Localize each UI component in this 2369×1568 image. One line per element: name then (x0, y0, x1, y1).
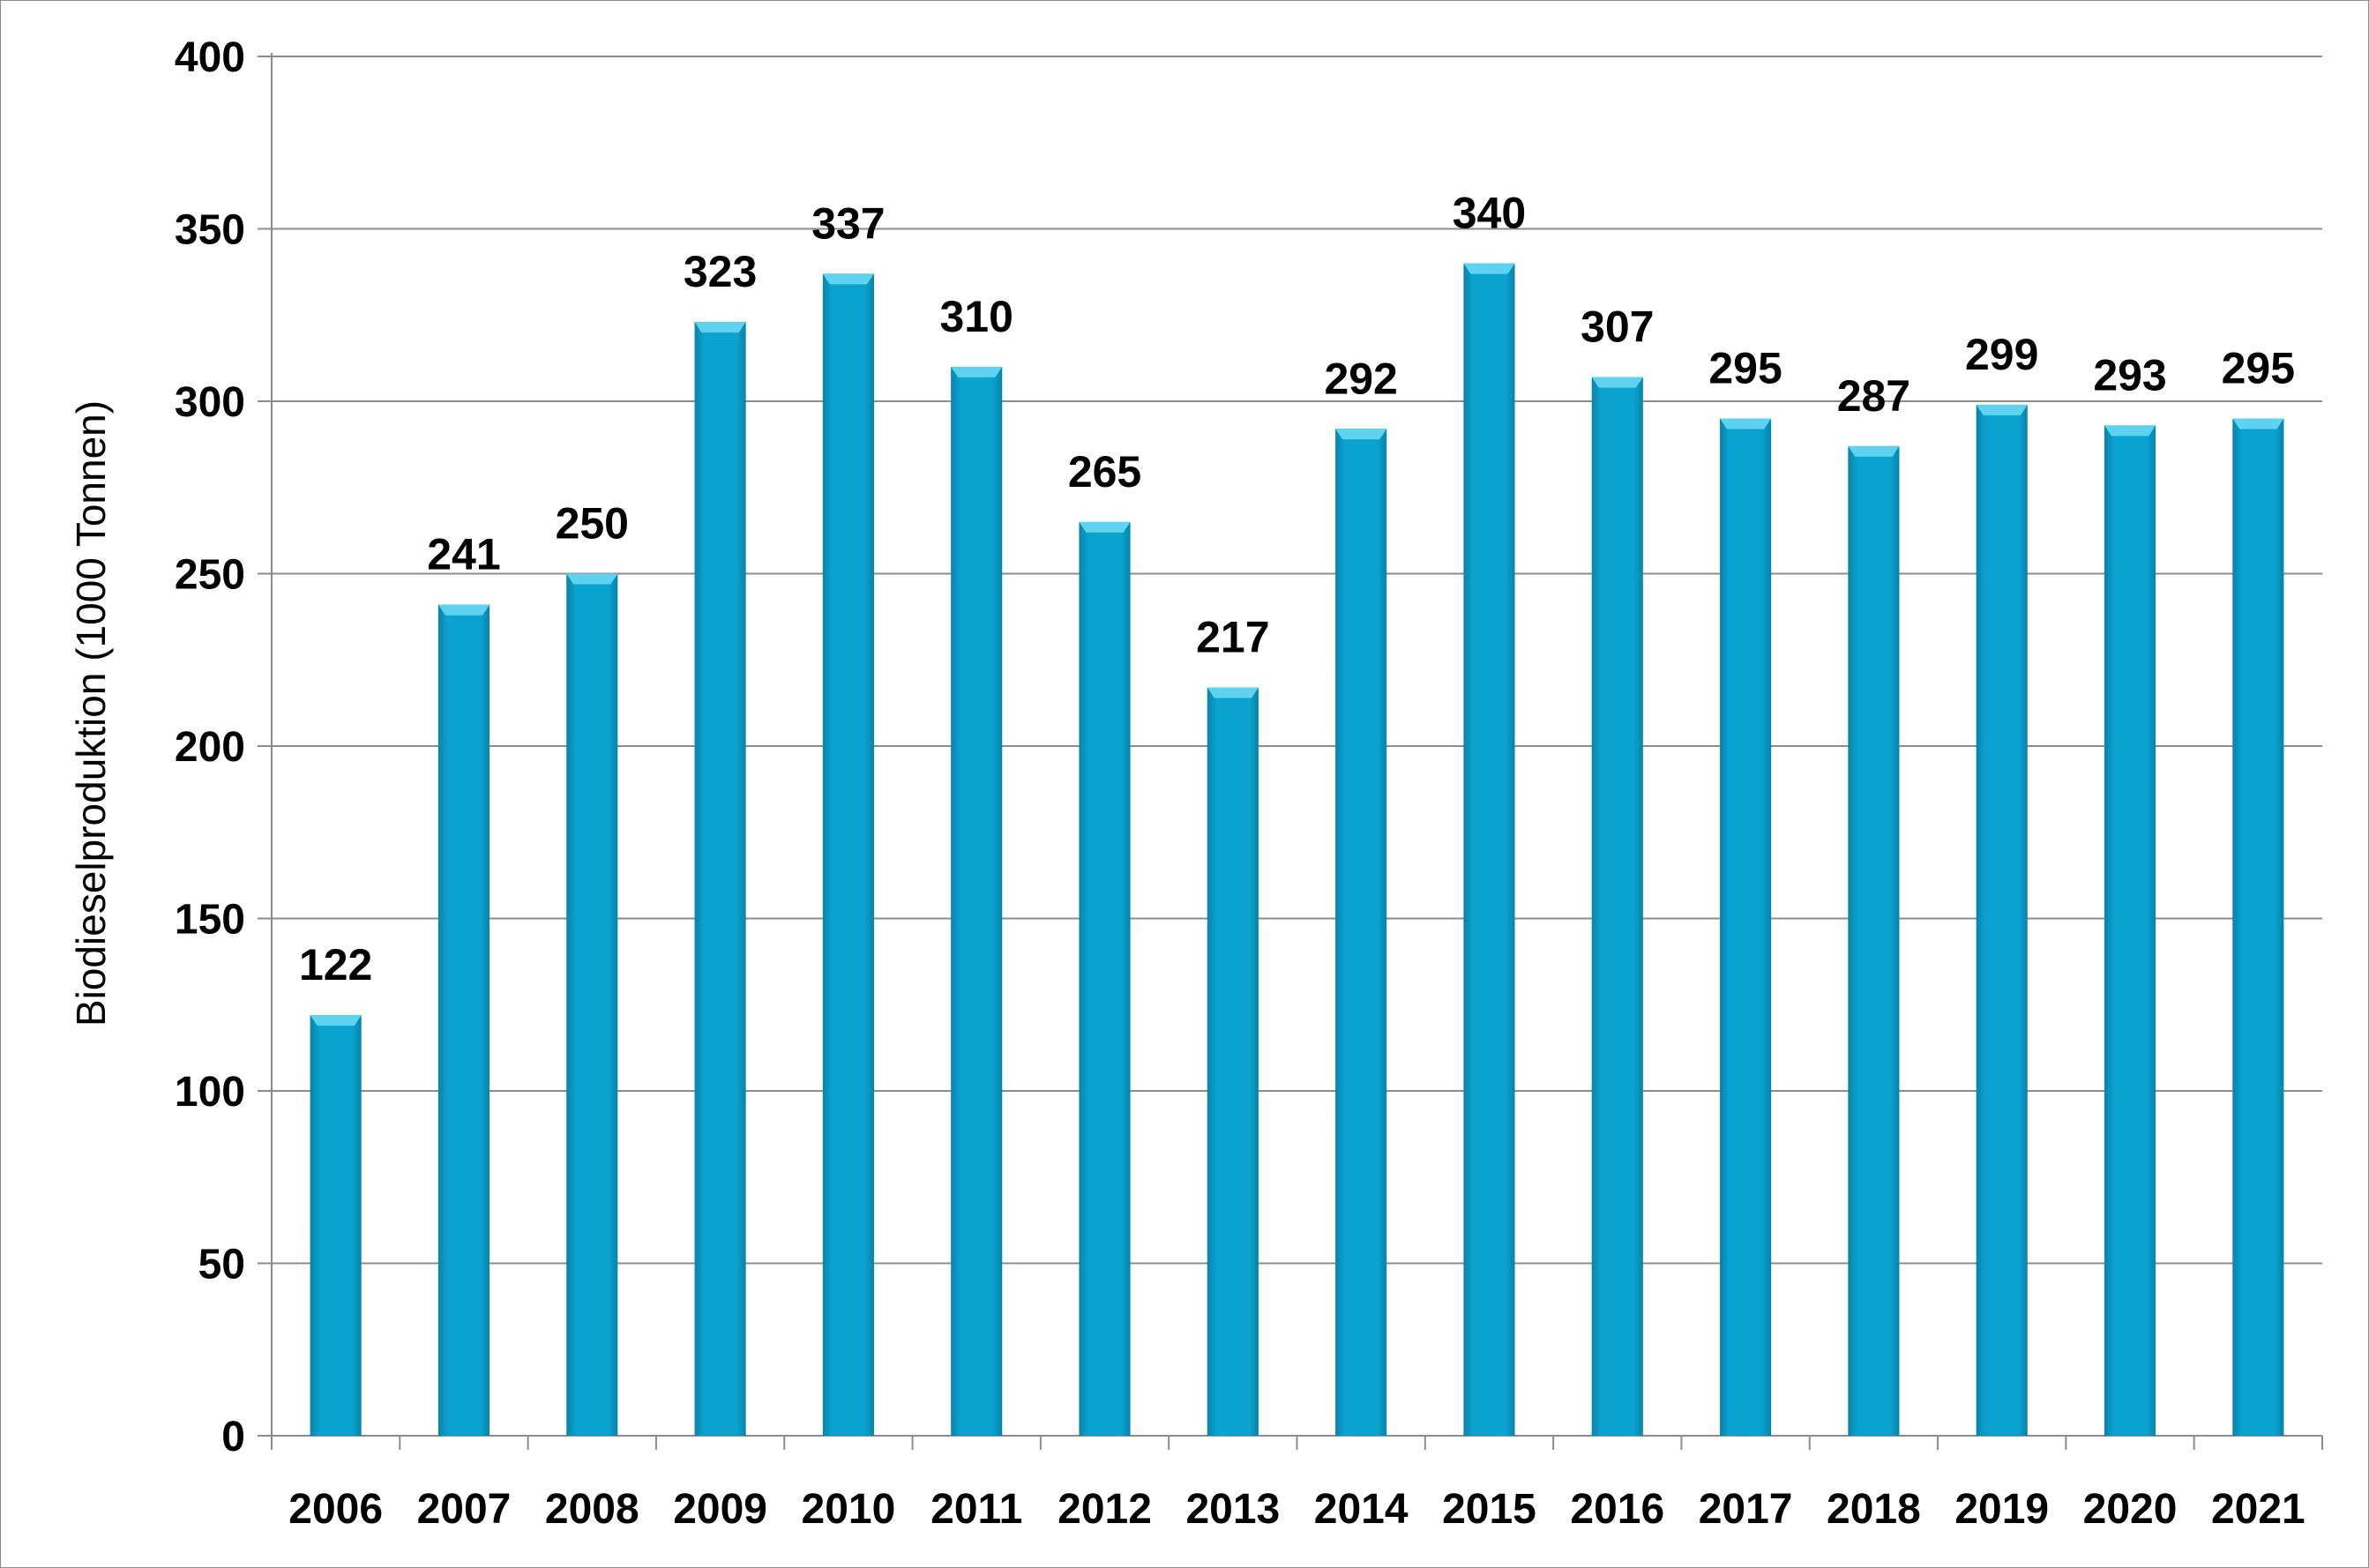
bar-body (1720, 418, 1772, 1436)
bar-cap (1207, 687, 1259, 698)
data-label-2019: 299 (1965, 330, 2038, 379)
data-label-2011: 310 (940, 292, 1013, 341)
bar-body (1848, 445, 1900, 1437)
data-label-2013: 217 (1196, 613, 1269, 662)
x-tick-label-2021: 2021 (2211, 1486, 2305, 1533)
bar-2007 (437, 604, 490, 1436)
bar-body (822, 273, 874, 1437)
bar-2008 (566, 573, 618, 1436)
bar-cap (1335, 429, 1387, 440)
bar-body (1335, 429, 1387, 1436)
y-tick-label: 350 (175, 207, 245, 254)
y-tick-label: 50 (198, 1242, 245, 1288)
bar-body (1976, 404, 2028, 1436)
bar-2020 (2104, 425, 2156, 1436)
data-label-2015: 340 (1453, 189, 1526, 238)
bar-body (1591, 377, 1643, 1436)
x-tick-label-2006: 2006 (288, 1486, 383, 1533)
bar-2017 (1720, 418, 1772, 1436)
data-label-2021: 295 (2222, 344, 2295, 393)
x-tick-label-2008: 2008 (545, 1486, 639, 1533)
bar-body (2232, 418, 2284, 1436)
bar-2015 (1463, 263, 1515, 1437)
bar-2011 (951, 366, 1003, 1436)
x-tick-label-2018: 2018 (1827, 1486, 1921, 1533)
bars (310, 263, 2284, 1437)
x-tick-label-2007: 2007 (417, 1486, 512, 1533)
y-tick-label: 250 (175, 552, 245, 599)
y-tick-label: 300 (175, 379, 245, 426)
x-tick-label-2009: 2009 (673, 1486, 767, 1533)
x-tick-label-2016: 2016 (1570, 1486, 1664, 1533)
bar-2019 (1976, 404, 2028, 1436)
x-tick-label-2010: 2010 (802, 1486, 896, 1533)
y-tick-label: 400 (175, 34, 245, 81)
data-label-2008: 250 (556, 499, 629, 549)
y-tick-label: 0 (221, 1414, 245, 1460)
data-labels: 122 241 250 323 337 310 265 217 292 340 307 295 287 2… (299, 189, 2295, 989)
data-label-2020: 293 (2093, 350, 2166, 399)
y-axis-title: Biodieselproduktion (1000 Tonnen) (68, 400, 114, 1027)
data-label-2010: 337 (811, 198, 885, 248)
bar-cap (1463, 263, 1515, 274)
data-label-2007: 241 (427, 530, 500, 579)
bar-2013 (1207, 687, 1259, 1436)
bar-2006 (310, 1014, 362, 1436)
bar-2018 (1848, 445, 1900, 1437)
bar-body (1207, 687, 1259, 1436)
x-tick-label-2015: 2015 (1442, 1486, 1536, 1533)
y-tick-label: 150 (175, 897, 245, 944)
x-tick-label-2011: 2011 (930, 1486, 1022, 1533)
x-tick-label-2019: 2019 (1954, 1486, 2049, 1533)
data-label-2017: 295 (1708, 344, 1782, 393)
bar-cap (566, 573, 618, 585)
bar-body (951, 366, 1003, 1436)
data-label-2009: 323 (684, 247, 757, 296)
bar-cap (1848, 445, 1900, 457)
data-label-2014: 292 (1324, 354, 1397, 403)
bar-body (437, 604, 490, 1436)
bar-2012 (1079, 521, 1131, 1436)
data-label-2016: 307 (1581, 302, 1654, 352)
bar-cap (822, 273, 874, 285)
bar-cap (437, 604, 490, 616)
bar-body (2104, 425, 2156, 1436)
bar-cap (2104, 425, 2156, 437)
x-tick-labels: 2006 2007 2008 2009 2010 2011 2012 2013 2014 2015… (288, 1486, 2305, 1533)
data-label-2018: 287 (1837, 371, 1910, 421)
x-tick-label-2014: 2014 (1314, 1486, 1409, 1533)
x-tick-label-2020: 2020 (2083, 1486, 2178, 1533)
bar-cap (1720, 418, 1772, 429)
y-tick-label: 200 (175, 724, 245, 771)
bar-2021 (2232, 418, 2284, 1436)
y-tick-labels: 0 50 100 150 200 250 300 350 400 (175, 34, 245, 1460)
x-tick-label-2012: 2012 (1057, 1486, 1152, 1533)
data-label-2012: 265 (1068, 447, 1141, 497)
x-tick-label-2017: 2017 (1699, 1486, 1793, 1533)
bar-2009 (694, 322, 746, 1436)
bar-cap (310, 1014, 362, 1026)
bar-2016 (1591, 377, 1643, 1436)
bar-body (566, 573, 618, 1436)
bar-2010 (822, 273, 874, 1437)
bar-2014 (1335, 429, 1387, 1436)
bar-body (1079, 521, 1131, 1436)
bar-cap (951, 366, 1003, 377)
y-tick-label: 100 (175, 1069, 245, 1116)
bar-body (1463, 263, 1515, 1437)
bar-cap (694, 322, 746, 333)
bar-body (310, 1014, 362, 1436)
bar-cap (2232, 418, 2284, 429)
bar-cap (1591, 377, 1643, 388)
data-label-2006: 122 (299, 940, 372, 989)
bar-body (694, 322, 746, 1436)
bar-cap (1079, 521, 1131, 533)
bar-cap (1976, 404, 2028, 415)
x-tick-label-2013: 2013 (1185, 1486, 1280, 1533)
